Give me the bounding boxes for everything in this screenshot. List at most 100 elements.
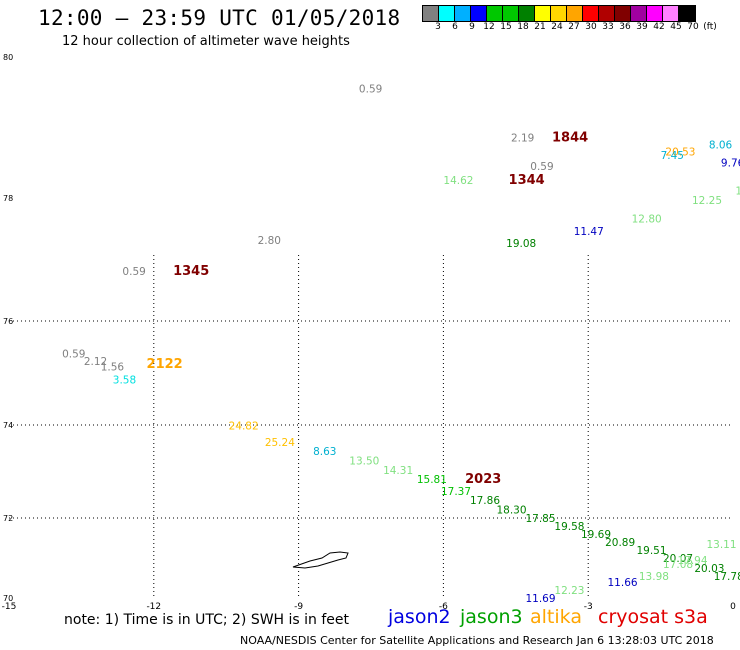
wave-height-label: 17.94 [677, 555, 707, 567]
wave-height-label: 19.51 [636, 545, 666, 557]
y-tick-label: 74 [3, 421, 13, 430]
wave-height-label: 17.85 [525, 513, 555, 525]
colorbar [422, 5, 696, 22]
wave-height-label: 13.50 [349, 456, 379, 468]
wave-height-label: 8.63 [313, 446, 336, 458]
colorbar-label: 6 [452, 22, 458, 32]
footnote: note: 1) Time is in UTC; 2) SWH is in fe… [64, 612, 350, 628]
wave-height-label: 15.81 [417, 474, 447, 486]
wave-height-label: 17.37 [441, 486, 471, 498]
axis-labels: -15 -12 -9 -6 -3 0 70 72 74 76 78 80 [2, 53, 736, 612]
colorbar-swatch [663, 6, 679, 21]
colorbar-label: 39 [636, 22, 648, 32]
wave-height-label: 2.19 [511, 133, 534, 145]
pass-time-label: 1844 [552, 131, 588, 146]
colorbar-swatch [519, 6, 535, 21]
wave-height-label: 18.30 [496, 504, 526, 516]
satellite-legend-cryosat-s3a: cryosat s3a [598, 606, 708, 628]
colorbar-label: 24 [551, 22, 563, 32]
wave-height-label: 24.82 [229, 421, 259, 433]
colorbar-swatch [583, 6, 599, 21]
wave-height-label: 17.86 [470, 495, 500, 507]
colorbar-swatch [487, 6, 503, 21]
satellite-legend-altika: altika [530, 606, 582, 628]
colorbar-labels: 3 6 9 12 15 18 21 24 27 30 33 36 39 42 45 70 (ft) [422, 22, 740, 34]
wave-height-label: 2.80 [258, 235, 281, 247]
colorbar-swatch [423, 6, 439, 21]
wave-height-label: 14.31 [383, 465, 413, 477]
wave-height-label: 11.66 [608, 577, 638, 589]
wave-height-points: 0.59 2.19 1844 20.537.45 8.06 9.76 0.59 14.62 13… [62, 83, 740, 605]
wave-height-label: 25.24 [265, 437, 295, 449]
wave-height-label: 14.62 [443, 175, 473, 187]
chart-subtitle: 12 hour collection of altimeter wave hei… [62, 34, 350, 49]
x-tick-label: -6 [439, 602, 448, 612]
grid-lines [9, 255, 733, 598]
colorbar-swatch [455, 6, 471, 21]
x-tick-label: -3 [584, 602, 593, 612]
colorbar-label: (ft) [703, 22, 717, 32]
wave-height-label: 0.59 [62, 348, 85, 360]
pass-time-label: 2122 [147, 357, 183, 372]
wave-height-label: 20.07 [663, 553, 693, 565]
colorbar-swatch [551, 6, 567, 21]
wave-height-label: 12.07 [735, 185, 740, 197]
wave-height-label: 0.59 [530, 161, 553, 173]
colorbar-label: 45 [670, 22, 682, 32]
pass-time-label: 1344 [509, 173, 545, 188]
wave-height-label: 13.98 [639, 571, 669, 583]
colorbar-label: 3 [435, 22, 441, 32]
wave-height-label: 20.89 [605, 537, 635, 549]
pass-time-label: 2023 [465, 472, 501, 487]
x-tick-label: -9 [294, 602, 303, 612]
credit-line: NOAA/NESDIS Center for Satellite Applica… [240, 634, 714, 647]
colorbar-label: 33 [602, 22, 614, 32]
wave-height-label: 20.53 [665, 147, 695, 159]
wave-height-label: 19.69 [581, 529, 611, 541]
island-outline-icon [292, 551, 349, 569]
satellite-legend-jason2: jason2 [388, 606, 451, 628]
wave-height-label: 0.59 [359, 83, 382, 95]
wave-height-label: 2.12 [84, 356, 107, 368]
wave-height-label: 11.69 [525, 593, 555, 605]
wave-height-label: 19.08 [506, 238, 536, 250]
y-tick-label: 76 [3, 317, 13, 326]
y-tick-label: 78 [3, 194, 13, 203]
wave-height-label: 0.59 [122, 266, 145, 278]
colorbar-swatch [647, 6, 663, 21]
wave-height-label: 3.58 [113, 374, 136, 386]
wave-height-label: 11.47 [574, 226, 604, 238]
wave-height-label: 13.11 [706, 539, 736, 551]
wave-height-label: 8.06 [709, 140, 733, 152]
colorbar-label: 36 [619, 22, 631, 32]
satellite-legend-jason3: jason3 [460, 606, 523, 628]
wave-height-label: 12.23 [554, 585, 584, 597]
wave-height-label: 20.03 [694, 563, 724, 575]
colorbar-swatch [567, 6, 583, 21]
colorbar-label: 70 [687, 22, 699, 32]
colorbar-label: 12 [483, 22, 495, 32]
colorbar-label: 15 [500, 22, 512, 32]
wave-height-label: 12.25 [692, 195, 722, 207]
wave-height-label: 17.08 [663, 559, 693, 571]
colorbar-swatch [679, 6, 695, 21]
colorbar-label: 18 [517, 22, 529, 32]
wave-height-label: 7.45 [661, 150, 684, 162]
colorbar-swatch [439, 6, 455, 21]
colorbar-label: 27 [568, 22, 580, 32]
x-tick-label: 0 [730, 602, 736, 612]
colorbar-swatch [599, 6, 615, 21]
pass-time-label: 1345 [173, 264, 209, 279]
colorbar-swatch [503, 6, 519, 21]
colorbar-label: 30 [585, 22, 597, 32]
y-tick-label: 70 [3, 594, 13, 603]
y-tick-label: 80 [3, 53, 13, 62]
x-tick-label: -15 [2, 602, 17, 612]
colorbar-label: 42 [653, 22, 665, 32]
colorbar-label: 21 [534, 22, 546, 32]
wave-height-label: 1.56 [101, 361, 125, 373]
wave-height-label: 9.76 [721, 157, 740, 169]
colorbar-swatch [471, 6, 487, 21]
colorbar-swatch [615, 6, 631, 21]
